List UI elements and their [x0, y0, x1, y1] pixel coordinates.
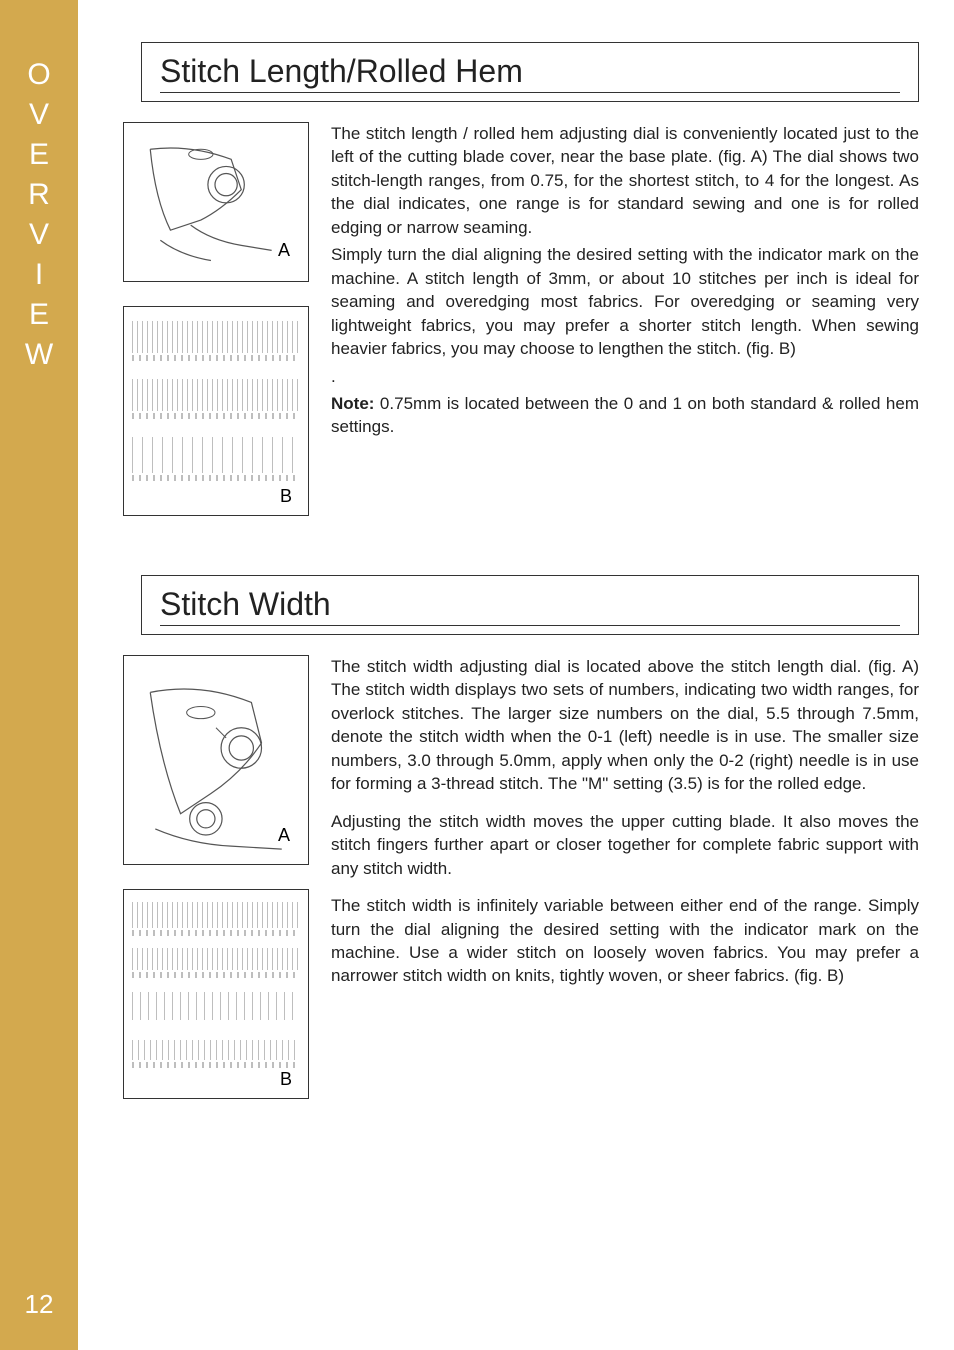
paragraph: Adjusting the stitch width moves the upp…	[331, 810, 919, 880]
sidebar-letter: W	[25, 335, 53, 375]
sidebar-letter: R	[28, 175, 50, 215]
figure-label-b: B	[276, 486, 296, 507]
paragraph: Simply turn the dial aligning the desire…	[331, 243, 919, 360]
heading-text: Stitch Length/Rolled Hem	[160, 53, 900, 93]
figure-label-a: A	[274, 240, 294, 261]
paragraph: The stitch width is infinitely variable …	[331, 894, 919, 988]
sidebar-letter: I	[35, 255, 43, 295]
heading-text: Stitch Width	[160, 586, 900, 626]
sidebar-letter: E	[29, 135, 49, 175]
note-text: 0.75mm is located between the 0 and 1 on…	[331, 394, 919, 436]
note-paragraph: Note: 0.75mm is located between the 0 an…	[331, 392, 919, 439]
figure-1b: B	[123, 306, 309, 516]
figures-column: A B	[123, 655, 309, 1123]
body-text-stitch-width: The stitch width adjusting dial is locat…	[331, 655, 919, 1123]
figure-label-b: B	[276, 1069, 296, 1090]
sidebar-letter: V	[29, 95, 49, 135]
note-label: Note:	[331, 394, 374, 413]
figure-1a: A	[123, 122, 309, 282]
section-stitch-width: A B The stitch width adjusting dial is l…	[113, 655, 919, 1123]
paragraph: The stitch length / rolled hem adjusting…	[331, 122, 919, 239]
page-number: 12	[0, 1289, 78, 1350]
paragraph: .	[331, 365, 919, 388]
figure-2a: A	[123, 655, 309, 865]
section-stitch-length: A B The stitch length / rolled hem adjus…	[113, 122, 919, 540]
sidebar-letter: E	[29, 295, 49, 335]
page-content: Stitch Length/Rolled Hem A	[78, 0, 954, 1158]
paragraph: The stitch width adjusting dial is locat…	[331, 655, 919, 796]
figure-label-a: A	[274, 825, 294, 846]
figures-column: A B	[123, 122, 309, 540]
body-text-stitch-length: The stitch length / rolled hem adjusting…	[331, 122, 919, 540]
heading-stitch-width: Stitch Width	[141, 575, 919, 635]
figure-2b: B	[123, 889, 309, 1099]
sidebar-letter: O	[27, 55, 50, 95]
sidebar-letter: V	[29, 215, 49, 255]
heading-stitch-length: Stitch Length/Rolled Hem	[141, 42, 919, 102]
sidebar-overview: O V E R V I E W 12	[0, 0, 78, 1350]
